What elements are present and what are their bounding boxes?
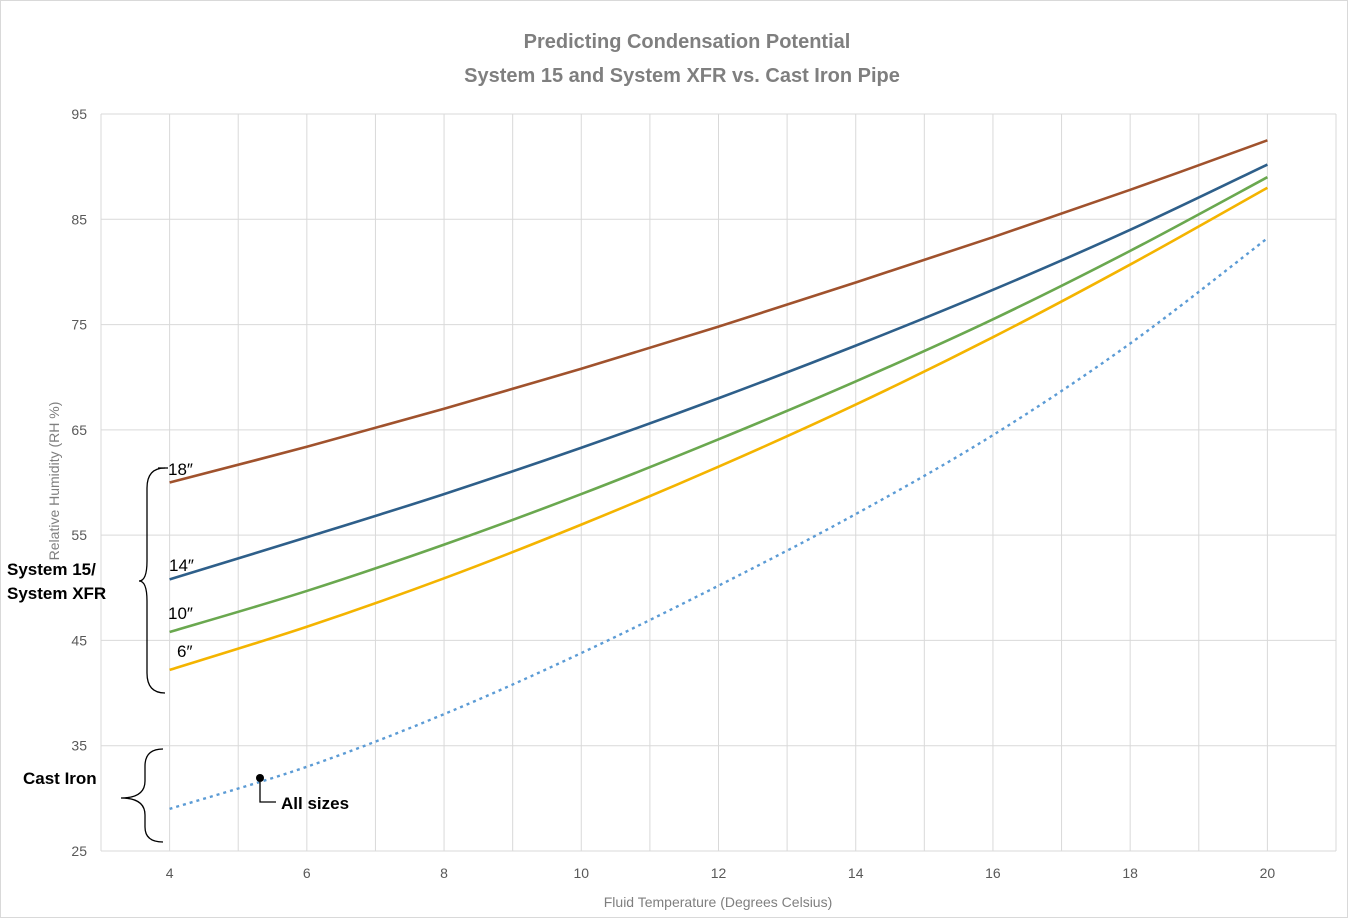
series-line-2 — [169, 176, 1269, 634]
chart-title: Predicting Condensation Potential — [524, 31, 851, 53]
y-tick-85: 85 — [71, 211, 87, 227]
y-tick-95: 95 — [71, 106, 87, 122]
cast-iron-bracket — [120, 748, 164, 843]
series-line-0 — [169, 139, 1268, 484]
y-axis-label: Relative Humidity (RH %) — [46, 402, 62, 561]
x-tick-labels: 4 6 8 10 12 14 16 18 20 — [166, 865, 1276, 881]
x-tick-18: 18 — [1122, 865, 1138, 881]
x-tick-6: 6 — [303, 865, 311, 881]
system-group-label: System 15/ — [7, 560, 96, 579]
x-tick-12: 12 — [711, 865, 727, 881]
x-tick-4: 4 — [166, 865, 174, 881]
x-tick-14: 14 — [848, 865, 864, 881]
x-tick-10: 10 — [573, 865, 589, 881]
system-group-label-line2: System XFR — [7, 584, 106, 603]
series-label-10: 10″ — [168, 604, 193, 623]
x-tick-16: 16 — [985, 865, 1001, 881]
cast-iron-group-label: Cast Iron — [23, 769, 97, 788]
y-tick-55: 55 — [71, 527, 87, 543]
y-tick-75: 75 — [71, 317, 87, 333]
series-line-3 — [169, 186, 1269, 672]
x-tick-8: 8 — [440, 865, 448, 881]
all-sizes-marker — [256, 774, 264, 782]
series-label-14: 14″ — [169, 556, 194, 575]
y-tick-45: 45 — [71, 632, 87, 648]
y-tick-65: 65 — [71, 422, 87, 438]
x-axis-label: Fluid Temperature (Degrees Celsius) — [604, 894, 833, 910]
x-tick-20: 20 — [1260, 865, 1276, 881]
series-lines — [169, 139, 1269, 811]
series-label-6: 6″ — [177, 642, 192, 661]
system-bracket — [138, 467, 166, 694]
chart-subtitle: System 15 and System XFR vs. Cast Iron P… — [464, 65, 900, 87]
all-sizes-leader — [259, 782, 276, 803]
series-label-18: 18″ — [168, 460, 193, 479]
y-tick-25: 25 — [71, 843, 87, 859]
all-sizes-label: All sizes — [281, 794, 349, 813]
series-line-1 — [169, 163, 1268, 581]
grid-lines — [100, 113, 1337, 852]
y-tick-labels: 25 35 45 55 65 75 85 95 — [71, 106, 87, 859]
y-tick-35: 35 — [71, 738, 87, 754]
